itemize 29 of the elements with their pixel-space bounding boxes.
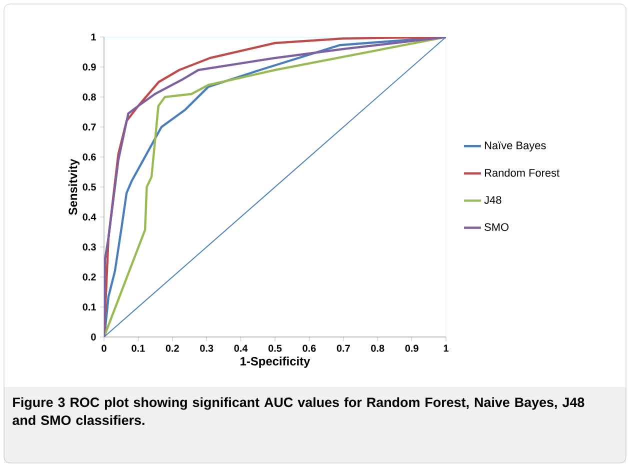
caption: Figure 3 ROC plot showing significant AUC values for Random Forest, Naive Bayes, J48 and SMO classifiers. [12, 397, 584, 425]
y-tick-label: 1 [91, 34, 96, 40]
x-tick-label: 0.2 [166, 344, 179, 352]
y-tick-label: 0.7 [82, 123, 96, 131]
legend-label: Naïve Bayes [484, 142, 546, 152]
legend-label: SMO [484, 223, 509, 231]
legend-label: J48 [484, 196, 502, 204]
y-tick-label: 0.4 [82, 213, 96, 221]
y-axis-title: Sensitvity [68, 158, 80, 215]
y-tick-label: 0.1 [82, 303, 96, 311]
x-tick-label: 0.8 [371, 344, 384, 352]
x-tick-label: 0.7 [336, 344, 350, 352]
x-tick-label: 1 [444, 344, 448, 352]
y-tick-label: 0.5 [82, 183, 96, 191]
x-tick-label: 0.5 [268, 344, 282, 352]
x-tick-label: 0 [102, 344, 106, 352]
y-tick-label: 0 [91, 333, 96, 341]
x-tick-label: 0.4 [234, 344, 248, 352]
y-tick-label: 0.9 [82, 63, 96, 71]
x-tick-label: 0.1 [132, 344, 145, 352]
x-tick-label: 0.3 [200, 344, 214, 352]
x-tick-label: 0.6 [302, 344, 316, 352]
y-tick-label: 0.3 [82, 243, 96, 251]
x-tick-label: 0.9 [405, 344, 418, 352]
y-tick-label: 0.6 [82, 153, 96, 161]
y-tick-label: 0.2 [82, 273, 96, 281]
y-tick-label: 0.8 [82, 93, 96, 101]
legend-label: Random Forest [484, 168, 560, 177]
x-axis-title: 1-Specificity [240, 356, 310, 368]
